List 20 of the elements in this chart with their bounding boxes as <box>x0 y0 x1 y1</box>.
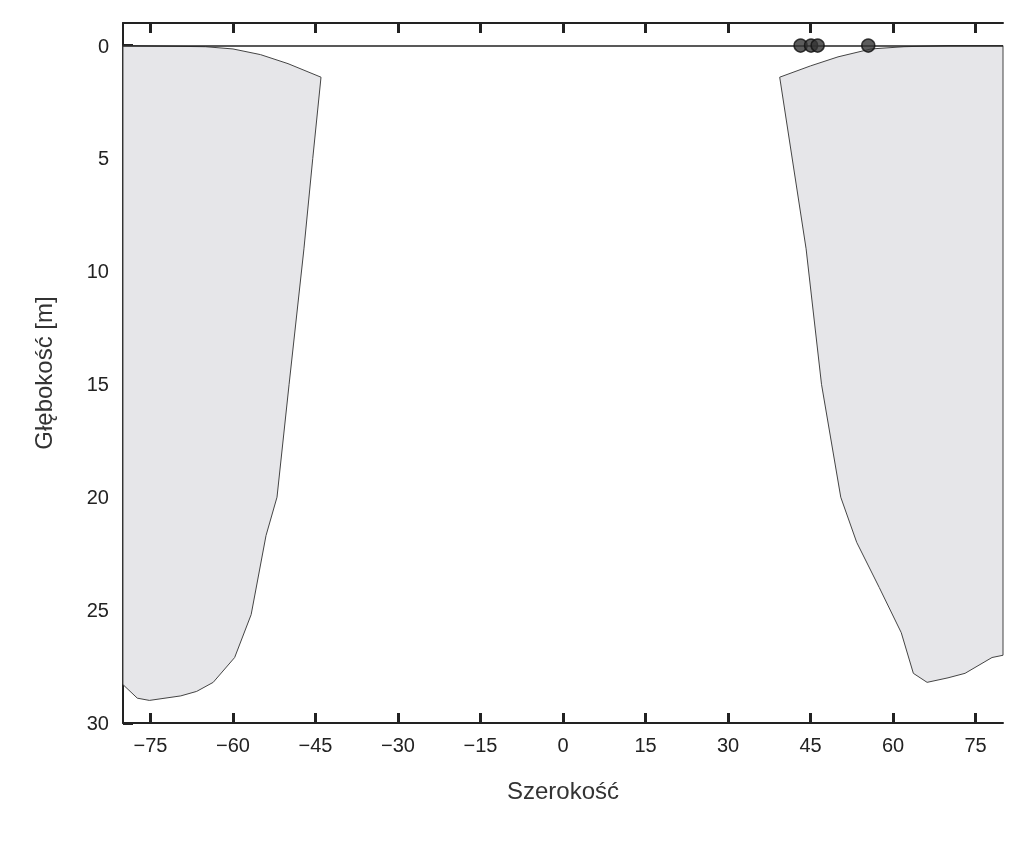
x-tick-label: 45 <box>799 734 822 756</box>
x-tick-label: 0 <box>557 734 569 756</box>
y-tick-label: 0 <box>97 34 109 57</box>
y-tick-label: 25 <box>86 599 109 622</box>
y-tick-label: 30 <box>86 712 109 734</box>
y-tick-label: 20 <box>86 486 109 509</box>
y-tick-label: 5 <box>97 147 109 170</box>
x-tick-label: −45 <box>298 734 333 756</box>
y-tick-label: 15 <box>86 373 109 396</box>
y-axis-title: Głębokość [m] <box>29 296 57 450</box>
x-tick-label: −15 <box>463 734 498 756</box>
y-tick-label: 10 <box>86 260 109 283</box>
x-axis-title: Szerokość <box>506 776 620 804</box>
x-tick-label: 75 <box>964 734 987 756</box>
x-tick-label: −30 <box>381 734 415 756</box>
x-tick-label: −75 <box>133 734 168 756</box>
x-tick-label: 30 <box>716 734 740 756</box>
x-tick-label: −60 <box>216 734 250 756</box>
x-tick-label: 15 <box>634 734 657 756</box>
x-tick-label: 60 <box>881 734 905 756</box>
